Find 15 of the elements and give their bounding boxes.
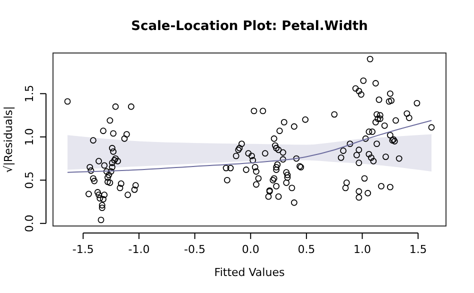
y-tick-label: 0.5 xyxy=(23,171,36,189)
x-tick-label: -1.0 xyxy=(128,242,150,256)
line-series xyxy=(67,120,432,173)
x-tick-label: 1.0 xyxy=(354,242,372,256)
y-tick-label: 0.0 xyxy=(23,214,36,232)
x-axis-title: Fitted Values xyxy=(214,266,285,279)
x-tick-label: 1.5 xyxy=(409,242,427,256)
y-tick-label: 1.0 xyxy=(23,128,36,146)
x-tick-label: -0.5 xyxy=(184,242,206,256)
x-tick-label: -1.5 xyxy=(72,242,94,256)
x-tick-label: 0.5 xyxy=(298,242,316,256)
y-tick-label: 1.5 xyxy=(23,84,36,102)
y-axis-title: √|Residuals| xyxy=(2,106,15,173)
chart-title: Scale-Location Plot: Petal.Width xyxy=(131,19,368,34)
x-tick-label: 0.0 xyxy=(242,242,260,256)
